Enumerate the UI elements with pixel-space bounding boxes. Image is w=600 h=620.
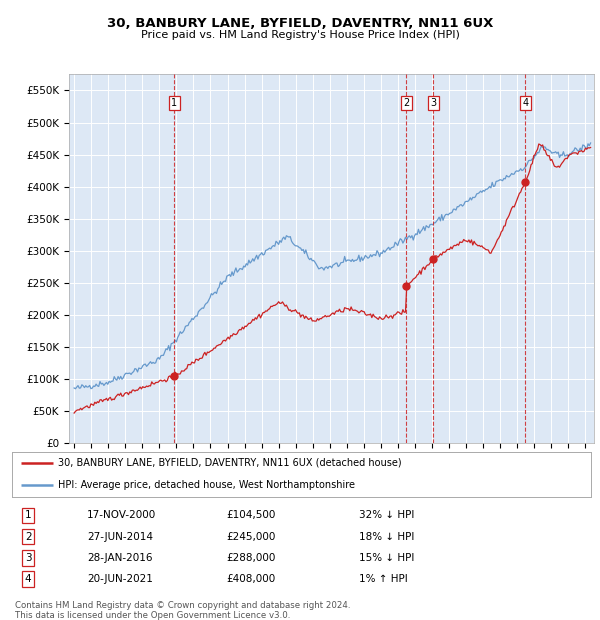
Text: This data is licensed under the Open Government Licence v3.0.: This data is licensed under the Open Gov… bbox=[15, 611, 290, 620]
Text: 1: 1 bbox=[171, 99, 178, 108]
Text: 2: 2 bbox=[403, 99, 409, 108]
Text: £408,000: £408,000 bbox=[226, 574, 275, 584]
Text: 27-JUN-2014: 27-JUN-2014 bbox=[87, 531, 153, 542]
Text: 4: 4 bbox=[522, 99, 529, 108]
Text: 28-JAN-2016: 28-JAN-2016 bbox=[87, 552, 153, 563]
Text: 17-NOV-2000: 17-NOV-2000 bbox=[87, 510, 157, 520]
Text: 1: 1 bbox=[25, 510, 32, 520]
Text: 1% ↑ HPI: 1% ↑ HPI bbox=[359, 574, 408, 584]
Text: Price paid vs. HM Land Registry's House Price Index (HPI): Price paid vs. HM Land Registry's House … bbox=[140, 30, 460, 40]
Text: £104,500: £104,500 bbox=[226, 510, 275, 520]
Text: Contains HM Land Registry data © Crown copyright and database right 2024.: Contains HM Land Registry data © Crown c… bbox=[15, 601, 350, 611]
Text: 30, BANBURY LANE, BYFIELD, DAVENTRY, NN11 6UX: 30, BANBURY LANE, BYFIELD, DAVENTRY, NN1… bbox=[107, 17, 493, 30]
Text: 32% ↓ HPI: 32% ↓ HPI bbox=[359, 510, 415, 520]
Text: £288,000: £288,000 bbox=[226, 552, 275, 563]
Text: 3: 3 bbox=[430, 99, 436, 108]
Text: 3: 3 bbox=[25, 552, 32, 563]
Text: HPI: Average price, detached house, West Northamptonshire: HPI: Average price, detached house, West… bbox=[58, 480, 355, 490]
Text: 20-JUN-2021: 20-JUN-2021 bbox=[87, 574, 153, 584]
Text: £245,000: £245,000 bbox=[226, 531, 275, 542]
Text: 30, BANBURY LANE, BYFIELD, DAVENTRY, NN11 6UX (detached house): 30, BANBURY LANE, BYFIELD, DAVENTRY, NN1… bbox=[58, 458, 402, 468]
Text: 4: 4 bbox=[25, 574, 32, 584]
Text: 18% ↓ HPI: 18% ↓ HPI bbox=[359, 531, 415, 542]
Text: 15% ↓ HPI: 15% ↓ HPI bbox=[359, 552, 415, 563]
Text: 2: 2 bbox=[25, 531, 32, 542]
